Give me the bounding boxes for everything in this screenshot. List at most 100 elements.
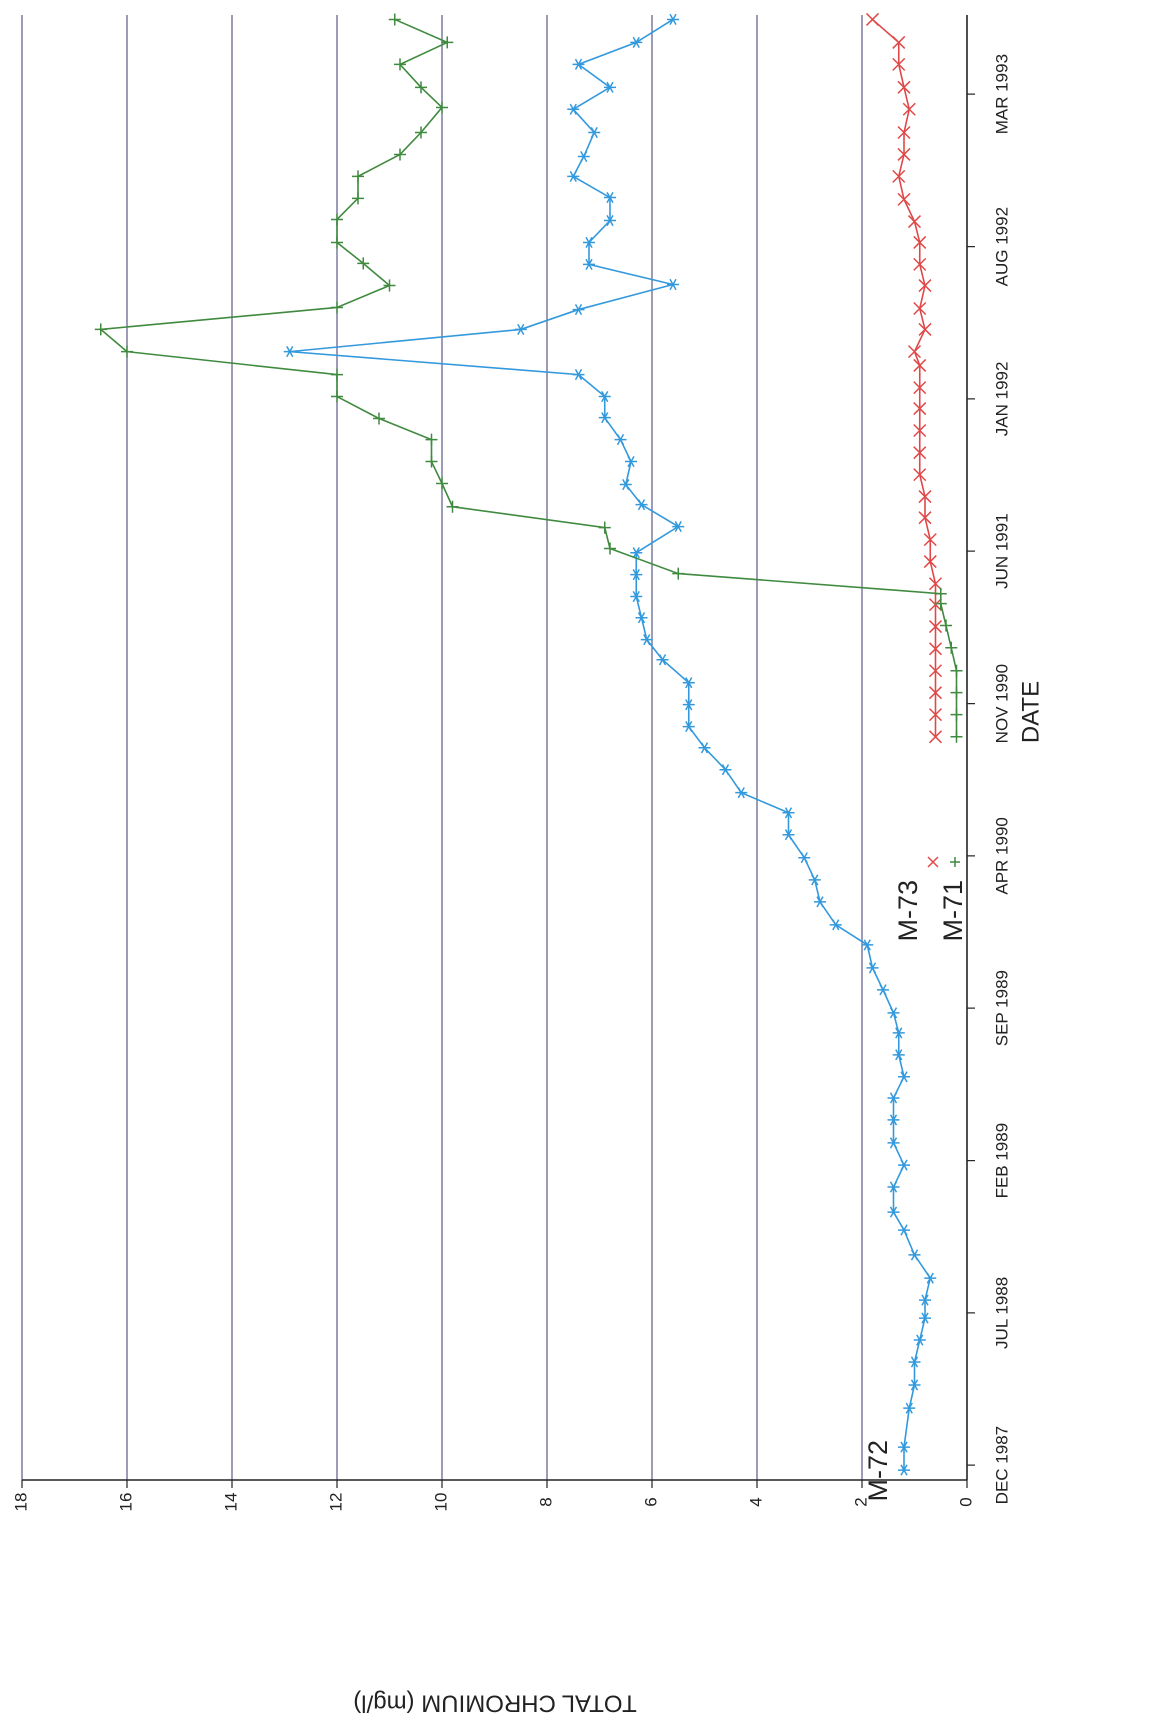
data-point <box>924 1272 937 1284</box>
data-point <box>604 191 616 204</box>
data-point <box>682 677 695 689</box>
data-point <box>861 939 874 951</box>
x-axis-title: DATE <box>1017 681 1044 743</box>
data-point <box>908 1356 921 1368</box>
data-point <box>928 598 943 612</box>
x-tick-label: JAN 1992 <box>992 362 1011 437</box>
data-point <box>719 764 732 776</box>
data-point <box>919 1294 931 1306</box>
data-point <box>923 555 937 569</box>
x-tick-label: DEC 1987 <box>992 1426 1011 1504</box>
data-point <box>892 57 906 71</box>
data-point <box>913 446 927 460</box>
data-point <box>913 381 927 395</box>
data-point <box>923 533 937 547</box>
data-point <box>918 279 932 293</box>
data-point <box>892 1049 905 1061</box>
data-point <box>672 567 685 580</box>
data-point <box>425 433 438 446</box>
data-point <box>928 620 943 634</box>
data-point <box>913 423 927 438</box>
data-point <box>877 984 889 996</box>
data-point <box>572 58 585 70</box>
y-tick-label: 16 <box>116 1493 135 1512</box>
y-tick-label: 18 <box>11 1493 30 1512</box>
data-point <box>898 1441 910 1453</box>
data-point <box>913 402 927 416</box>
data-point <box>907 215 922 229</box>
data-point <box>829 919 842 931</box>
data-point <box>394 58 406 71</box>
data-point <box>604 81 616 93</box>
x-tick-label: MAR 1993 <box>992 54 1011 134</box>
data-point <box>798 852 811 864</box>
data-point <box>898 1071 910 1083</box>
data-point <box>446 500 459 513</box>
x-tick-label: SEP 1989 <box>992 970 1011 1046</box>
data-point <box>667 278 679 291</box>
data-point <box>950 708 963 721</box>
data-point <box>373 412 385 425</box>
data-point <box>635 612 648 624</box>
series-line <box>871 18 937 737</box>
data-point <box>887 1181 900 1193</box>
data-point <box>441 36 454 49</box>
data-point <box>902 102 916 116</box>
data-point <box>866 962 879 974</box>
y-tick-label: 10 <box>431 1493 450 1512</box>
data-point <box>567 170 580 182</box>
data-point <box>598 521 611 534</box>
data-point <box>640 634 653 646</box>
data-point <box>887 1007 900 1019</box>
data-point <box>928 577 943 591</box>
y-tick-label: 8 <box>536 1497 555 1506</box>
x-tick-label: FEB 1989 <box>992 1123 1011 1199</box>
data-point <box>928 730 943 744</box>
data-point <box>928 664 943 678</box>
data-point <box>913 301 927 316</box>
data-point <box>672 521 685 533</box>
data-point <box>950 664 963 677</box>
data-point <box>814 896 826 908</box>
data-point <box>394 148 406 161</box>
data-point <box>625 455 637 468</box>
data-point <box>897 147 911 161</box>
data-point <box>782 829 795 841</box>
data-point <box>415 81 427 94</box>
legend-marker <box>950 857 960 867</box>
data-point <box>913 235 927 249</box>
data-point <box>950 686 963 699</box>
data-point <box>598 390 611 403</box>
y-tick-label: 14 <box>221 1493 240 1512</box>
y-tick-label: 6 <box>641 1497 660 1506</box>
data-point <box>352 192 364 205</box>
data-point <box>572 303 585 316</box>
y-tick-label: 0 <box>956 1497 975 1506</box>
data-point <box>635 499 648 511</box>
data-point <box>913 468 927 482</box>
x-tick-label: AUG 1992 <box>992 207 1011 286</box>
series-label: M-71 <box>938 880 968 942</box>
data-point <box>808 874 821 886</box>
data-point <box>614 434 627 446</box>
data-point <box>331 390 343 403</box>
data-point <box>913 358 927 372</box>
data-point <box>630 547 643 559</box>
y-axis-title: TOTAL CHROMIUM (mg/l) <box>353 1690 637 1717</box>
data-point <box>514 323 527 335</box>
data-point <box>425 455 438 468</box>
data-point <box>121 345 133 358</box>
data-point <box>577 150 590 163</box>
data-point <box>735 787 748 799</box>
data-point <box>436 477 448 490</box>
data-point <box>865 12 880 26</box>
series-line <box>289 18 932 1471</box>
data-point <box>898 1224 910 1236</box>
data-point <box>630 36 643 48</box>
data-point <box>583 258 595 270</box>
data-point <box>887 1114 900 1126</box>
data-point <box>331 213 343 226</box>
data-point <box>782 807 795 819</box>
data-point <box>897 192 911 206</box>
